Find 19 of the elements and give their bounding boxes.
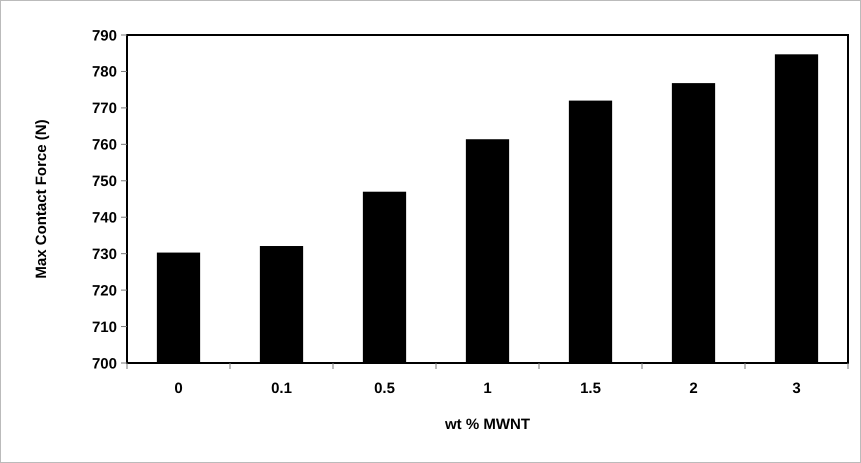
y-tick-label: 790 xyxy=(92,27,117,44)
y-tick-label: 770 xyxy=(92,100,117,118)
x-tick-label: 1 xyxy=(483,380,492,397)
x-axis-title: wt % MWNT xyxy=(444,416,530,433)
y-tick-label: 760 xyxy=(92,136,117,154)
y-tick-label: 730 xyxy=(92,246,117,263)
x-tick-label: 3 xyxy=(792,380,801,397)
y-tick-label: 710 xyxy=(92,318,117,336)
x-tick-label: 0.1 xyxy=(271,380,292,397)
x-tick-label: 0 xyxy=(174,380,183,397)
y-axis-title: Max Contact Force (N) xyxy=(33,119,50,279)
y-tick-label: 700 xyxy=(92,355,117,372)
x-tick-label: 1.5 xyxy=(580,380,601,397)
x-tick-label: 2 xyxy=(689,380,698,397)
y-tick-label: 740 xyxy=(92,209,117,226)
y-tick-label: 780 xyxy=(92,64,117,81)
y-tick-label: 720 xyxy=(92,282,117,300)
x-tick-label: 0.5 xyxy=(374,380,395,397)
y-tick-label: 750 xyxy=(92,173,117,190)
